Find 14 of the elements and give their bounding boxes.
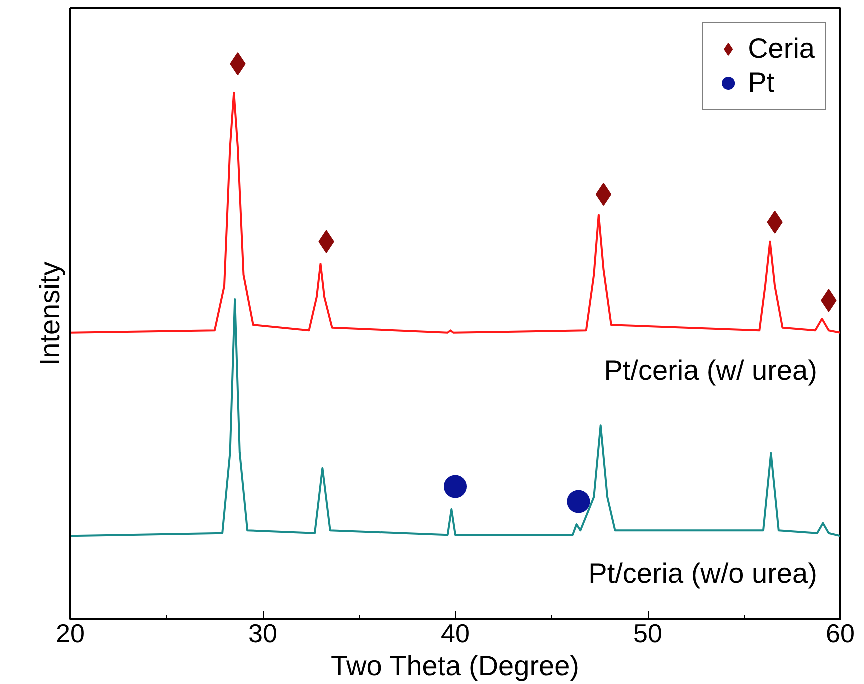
point [444, 475, 467, 498]
series-label: Pt/ceria (w/ urea) [604, 354, 818, 386]
x-tick-label: 50 [634, 618, 662, 648]
x-tick-label: 40 [441, 618, 470, 648]
legend-label: Ceria [748, 33, 815, 65]
x-tick-label: 20 [56, 618, 85, 648]
point [567, 490, 590, 514]
x-axis-title: Two Theta (Degree) [331, 650, 580, 682]
series-label: Pt/ceria (w/o urea) [588, 558, 818, 590]
legend-label: Pt [748, 67, 775, 99]
y-axis-title: Intensity [34, 262, 66, 366]
x-tick-label: 30 [248, 618, 278, 648]
point [596, 183, 612, 206]
x-tick-label: 60 [826, 618, 855, 648]
